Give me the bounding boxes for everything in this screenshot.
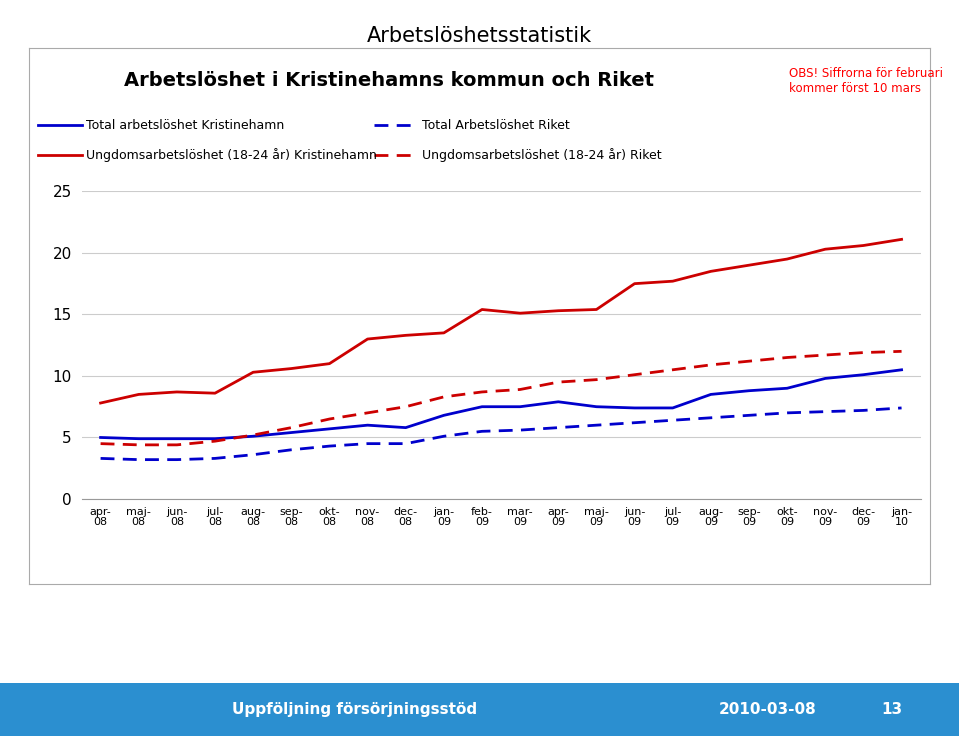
Text: Arbetslöshetsstatistik: Arbetslöshetsstatistik — [367, 26, 592, 46]
Text: Total arbetslöshet Kristinehamn: Total arbetslöshet Kristinehamn — [86, 118, 285, 132]
Text: OBS! Siffrorna för februari
kommer först 10 mars: OBS! Siffrorna för februari kommer först… — [788, 67, 943, 95]
Text: 2010-03-08: 2010-03-08 — [718, 702, 816, 717]
Text: Ungdomsarbetslöshet (18-24 år) Kristinehamn: Ungdomsarbetslöshet (18-24 år) Kristineh… — [86, 148, 377, 161]
Text: Arbetslöshet i Kristinehamns kommun och Riket: Arbetslöshet i Kristinehamns kommun och … — [125, 71, 654, 91]
Text: Ungdomsarbetslöshet (18-24 år) Riket: Ungdomsarbetslöshet (18-24 år) Riket — [422, 148, 662, 161]
Text: 13: 13 — [881, 702, 902, 717]
Text: Uppföljning försörjningsstöd: Uppföljning försörjningsstöd — [232, 702, 478, 717]
Text: Total Arbetslöshet Riket: Total Arbetslöshet Riket — [422, 118, 570, 132]
